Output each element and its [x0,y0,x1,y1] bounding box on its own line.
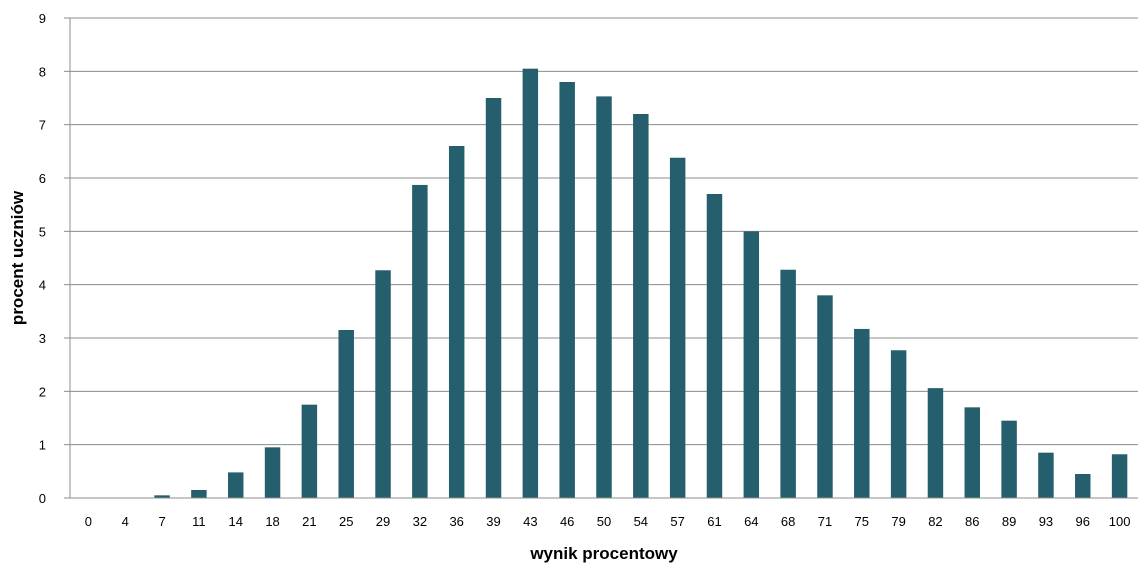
y-tick-label: 2 [39,384,46,399]
y-tick-label: 1 [39,438,46,453]
x-tick-label: 57 [670,514,684,529]
bar-36 [448,146,465,498]
bar-100 [1111,454,1128,498]
x-tick-label: 21 [302,514,316,529]
x-tick-label: 96 [1076,514,1090,529]
y-tick-label: 4 [39,278,46,293]
x-tick-label: 68 [781,514,795,529]
x-tick-label: 46 [560,514,574,529]
x-tick-label: 86 [965,514,979,529]
y-axis-tick-labels: 0 1 2 3 4 5 6 7 8 9 [39,11,46,506]
x-tick-label: 29 [376,514,390,529]
bar-93 [1038,452,1054,498]
x-tick-label: 7 [158,514,165,529]
x-tick-label: 4 [122,514,129,529]
bar-39 [485,98,502,498]
bar-86 [964,407,981,498]
x-tick-label: 11 [192,514,206,529]
bar-75 [854,328,870,498]
bar-32 [412,184,428,498]
x-tick-label: 75 [855,514,869,529]
bar-18 [264,447,281,498]
y-tick-label: 9 [39,11,46,26]
bar-71 [817,295,833,498]
bar-64 [743,231,760,499]
x-tick-label: 82 [928,514,942,529]
bar-50 [596,96,612,499]
bar-46 [559,82,575,498]
bar-25 [338,330,354,498]
y-tick-label: 8 [39,64,46,79]
bar-14 [227,472,244,498]
x-tick-label: 36 [449,514,463,529]
x-tick-label: 93 [1039,514,1053,529]
x-tick-label: 14 [228,514,242,529]
bar-96 [1075,474,1091,498]
bar-21 [301,404,318,498]
bar-57 [669,157,686,498]
bar-11 [191,490,207,498]
y-tick-label: 3 [39,331,46,346]
y-tick-label: 0 [39,491,46,506]
x-tick-label: 25 [339,514,353,529]
x-tick-label: 32 [413,514,427,529]
x-tick-label: 64 [744,514,758,529]
y-tick-label: 7 [39,118,46,133]
x-tick-label: 39 [486,514,500,529]
x-tick-label: 61 [707,514,721,529]
x-tick-label: 89 [1002,514,1016,529]
x-axis-tick-labels: 0 4 7 11 14 18 21 25 29 32 36 39 43 46 50 54 57 61 64 68 71 7… [85,514,1131,529]
x-tick-label: 71 [818,514,832,529]
x-axis-title: wynik procentowy [529,544,678,563]
bar-82 [927,388,944,498]
y-tick-label: 6 [39,171,46,186]
bar-29 [375,270,391,498]
x-tick-label: 43 [523,514,537,529]
bar-89 [1001,420,1017,498]
bar-68 [780,269,796,498]
x-tick-label: 50 [597,514,611,529]
bar-43 [522,68,539,499]
y-axis-title: procent uczniów [8,190,27,325]
bars [154,68,1128,499]
bar-61 [706,194,723,498]
x-tick-label: 0 [85,514,92,529]
bar-7 [154,495,170,498]
y-tick-label: 5 [39,224,46,239]
x-tick-label: 79 [891,514,905,529]
bar-54 [633,114,649,498]
x-tick-label: 54 [634,514,648,529]
x-tick-label: 18 [265,514,279,529]
bar-79 [890,350,907,498]
x-tick-label: 100 [1109,514,1131,529]
